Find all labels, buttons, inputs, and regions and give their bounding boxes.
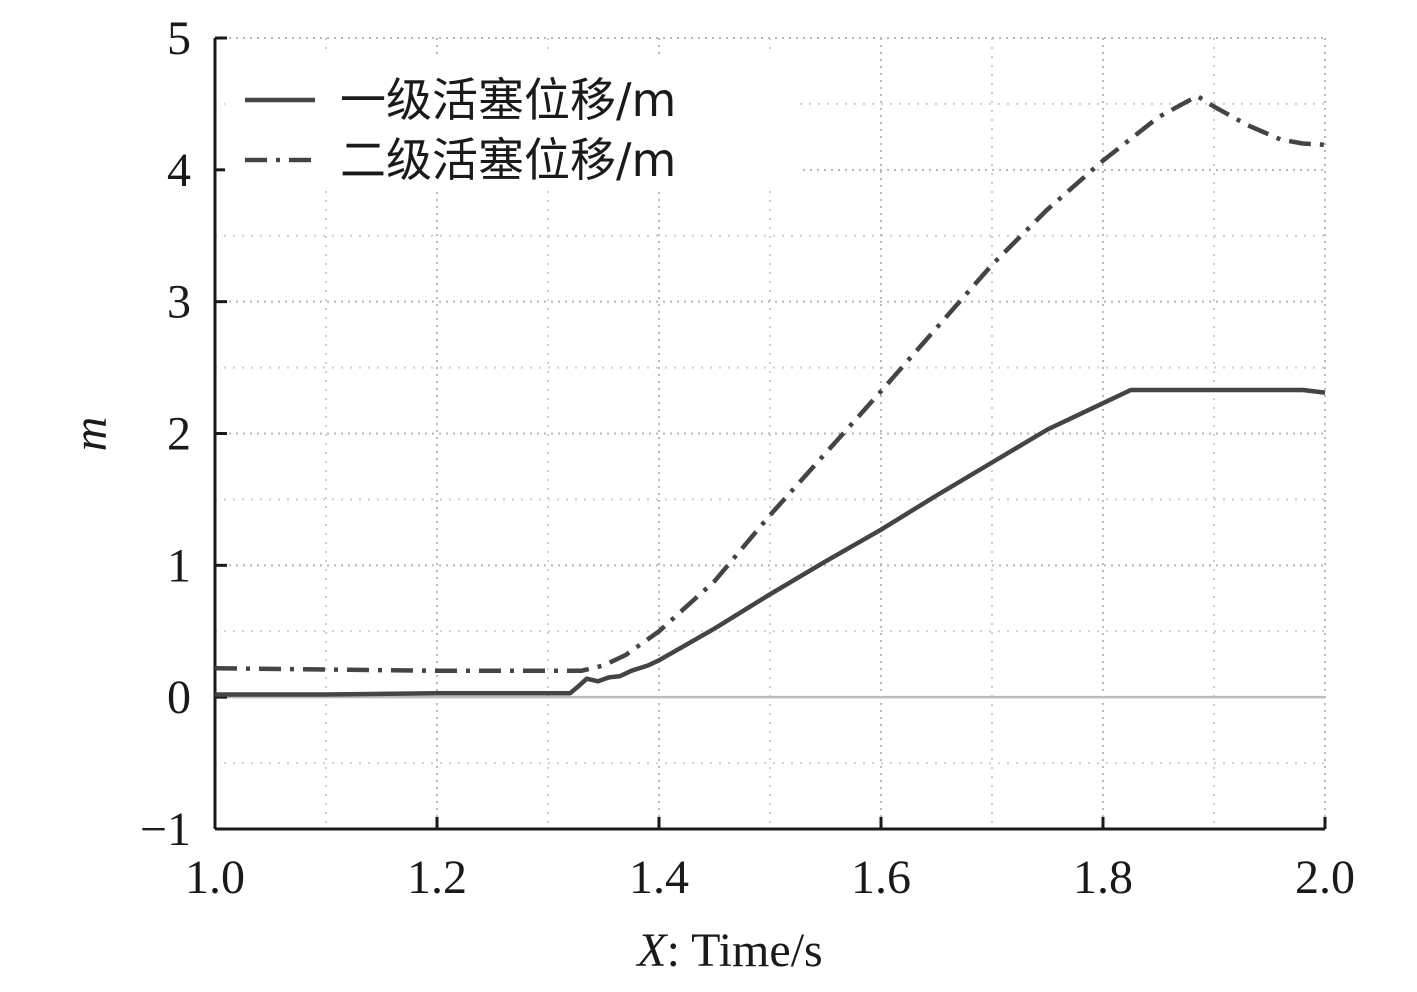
x-tick-label: 1.6 [851, 851, 911, 904]
legend-box [225, 55, 800, 190]
axis-labels: X: Time/s m [64, 417, 823, 977]
y-tick-label: 1 [167, 539, 191, 592]
y-axis-title: m [64, 417, 117, 452]
x-tick-label: 1.4 [629, 851, 689, 904]
y-tick-label: 4 [167, 144, 191, 197]
y-tick-label: 2 [167, 408, 191, 461]
x-tick-label: 1.0 [185, 851, 245, 904]
series-line-2 [214, 93, 1326, 674]
x-tick-label: 1.8 [1073, 851, 1133, 904]
grid [215, 37, 1326, 829]
x-axis-title-unit: : Time/s [667, 924, 823, 977]
axes: 1.0 1.2 1.4 1.6 1.8 2.0 −1 0 1 2 3 4 5 [140, 12, 1355, 904]
series-lines [214, 93, 1326, 697]
y-tick-label: −1 [140, 803, 191, 856]
y-tick-label: 0 [167, 671, 191, 724]
x-tick-label: 1.2 [407, 851, 467, 904]
legend: 一级活塞位移/m 二级活塞位移/m [225, 55, 800, 190]
x-axis-title: X: Time/s [635, 924, 822, 977]
series-line-1 [215, 387, 1326, 697]
x-axis-title-variable: X [635, 924, 668, 977]
legend-label-2: 二级活塞位移/m [340, 133, 676, 187]
x-tick-label: 2.0 [1295, 851, 1355, 904]
y-tick-label: 5 [167, 12, 191, 65]
legend-label-1: 一级活塞位移/m [340, 73, 676, 127]
y-tick-label: 3 [167, 276, 191, 329]
